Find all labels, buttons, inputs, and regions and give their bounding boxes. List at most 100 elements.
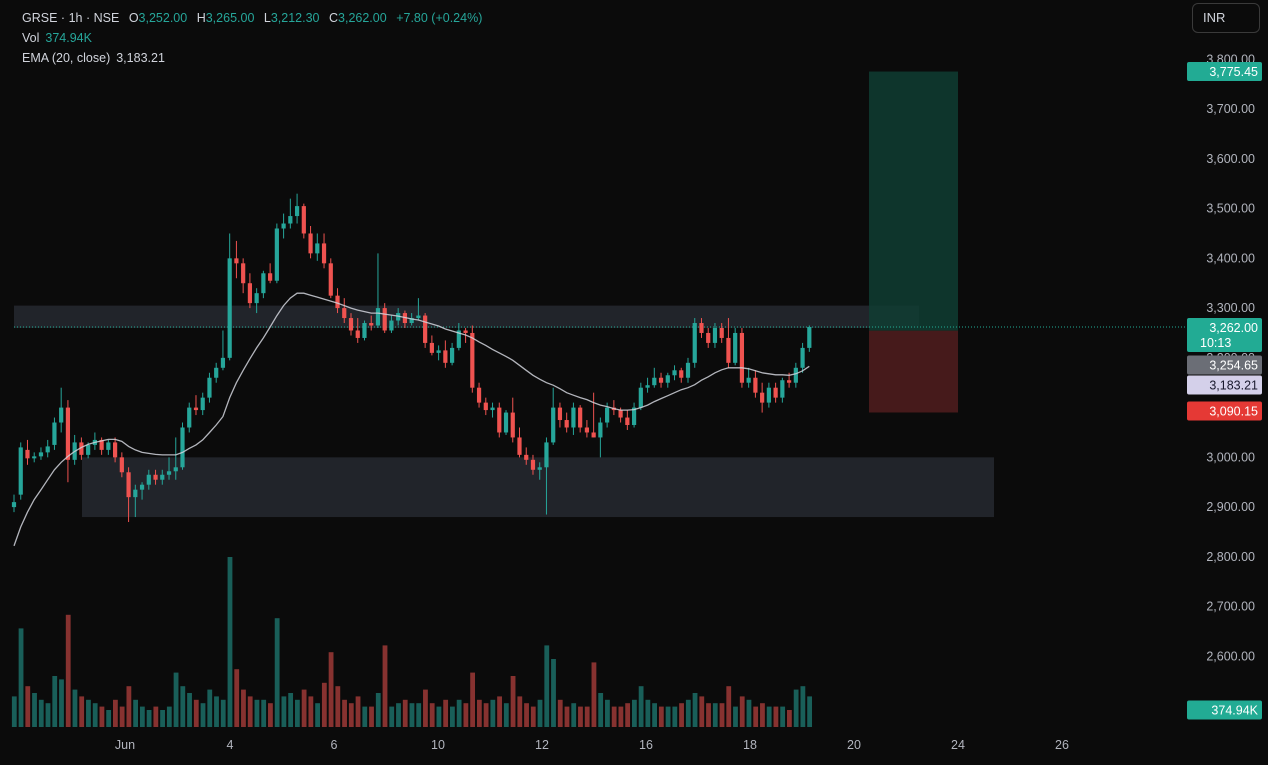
volume-bar	[652, 703, 657, 727]
volume-bar	[72, 689, 78, 727]
x-tick-label: 24	[951, 738, 965, 752]
candle-body	[746, 377, 751, 383]
legend-separator: ·	[85, 11, 91, 25]
candle	[631, 402, 637, 428]
volume-bar	[106, 710, 112, 727]
candle	[793, 362, 798, 388]
volume-bars	[11, 557, 813, 727]
stop-zone	[869, 330, 958, 413]
volume-bar	[429, 703, 435, 727]
candle	[92, 432, 97, 450]
volume-row[interactable]: Vol 374.94K	[22, 28, 482, 48]
volume-bar	[38, 699, 44, 727]
time-axis[interactable]: Jun 4 6 10 12 16 18 20 24 26	[115, 738, 1069, 752]
currency-button[interactable]: INR	[1192, 3, 1260, 33]
volume-bar	[618, 706, 624, 727]
candle-body	[436, 350, 441, 353]
interval-label[interactable]: 1h	[68, 11, 83, 25]
candle-body	[423, 315, 428, 343]
candle	[625, 410, 630, 430]
volume-bar	[591, 662, 597, 727]
long-position-tool[interactable]	[869, 71, 958, 413]
candle	[38, 447, 44, 460]
candle	[564, 412, 569, 433]
volume-bar	[389, 706, 395, 727]
candle-body	[658, 377, 664, 383]
candle-body	[753, 377, 758, 393]
candle	[382, 303, 387, 333]
low-value: 3,212.30	[270, 11, 320, 25]
volume-bar	[126, 686, 132, 727]
volume-bar	[692, 693, 698, 727]
candle	[726, 318, 731, 368]
candle	[268, 263, 273, 284]
volume-bar	[598, 693, 604, 727]
candle-body	[396, 313, 401, 321]
volume-bar	[321, 682, 327, 727]
candle	[551, 387, 556, 445]
volume-bar	[301, 689, 307, 727]
y-tick-label: 3,400.00	[1206, 251, 1255, 265]
volume-bar	[86, 699, 91, 727]
candle-body	[227, 258, 232, 358]
ohlc-row: GRSE · 1h · NSE O3,252.00 H3,265.00 L3,2…	[22, 8, 482, 28]
candle	[746, 367, 751, 388]
target-zone	[869, 71, 958, 331]
candle-body	[517, 437, 522, 455]
candle	[321, 233, 327, 269]
candle-body	[510, 412, 515, 438]
ema-row[interactable]: EMA (20, close) 3,183.21	[22, 48, 482, 68]
volume-label: Vol	[22, 31, 40, 45]
volume-bar	[780, 706, 786, 727]
candle	[773, 382, 778, 403]
candle	[780, 377, 785, 403]
candle-body	[780, 380, 785, 398]
candle-body	[369, 323, 374, 326]
candle	[32, 452, 37, 463]
candle-body	[503, 412, 509, 433]
candle-body	[25, 449, 30, 459]
volume-bar	[369, 706, 374, 727]
candle	[557, 402, 563, 428]
volume-bar	[362, 706, 368, 727]
symbol-name[interactable]: GRSE	[22, 11, 58, 25]
candles	[11, 193, 812, 523]
volume-bar	[719, 703, 725, 727]
candle-body	[699, 323, 704, 333]
candle-body	[733, 332, 738, 363]
candle-body	[787, 380, 792, 383]
candle	[200, 392, 205, 416]
candle-body	[497, 407, 502, 433]
candle-body	[126, 472, 131, 498]
change-value: +7.80 (+0.24%)	[396, 11, 483, 25]
volume-bar	[308, 696, 314, 727]
candle-body	[274, 228, 279, 281]
candle-body	[598, 422, 603, 438]
candle-body	[490, 407, 495, 411]
volume-bar	[638, 686, 644, 727]
volume-bar	[220, 699, 226, 727]
candle	[665, 372, 670, 388]
price-label-bg	[1187, 318, 1262, 352]
y-tick-label: 3,700.00	[1206, 102, 1255, 116]
candle	[719, 323, 724, 343]
candle-body	[281, 223, 286, 229]
candle-body	[382, 308, 387, 331]
volume-bar	[476, 699, 482, 727]
candle	[328, 258, 333, 299]
candle-body	[483, 402, 488, 411]
volume-bar	[551, 659, 556, 727]
volume-bar	[234, 669, 240, 727]
candle	[227, 233, 232, 361]
candle-body	[631, 407, 637, 426]
volume-bar	[268, 703, 273, 727]
candle	[308, 226, 313, 259]
volume-bar	[409, 703, 415, 727]
volume-bar	[32, 693, 37, 727]
candle	[146, 469, 151, 490]
candle-body	[645, 385, 650, 388]
volume-bar	[11, 696, 17, 727]
volume-bar	[65, 614, 71, 727]
